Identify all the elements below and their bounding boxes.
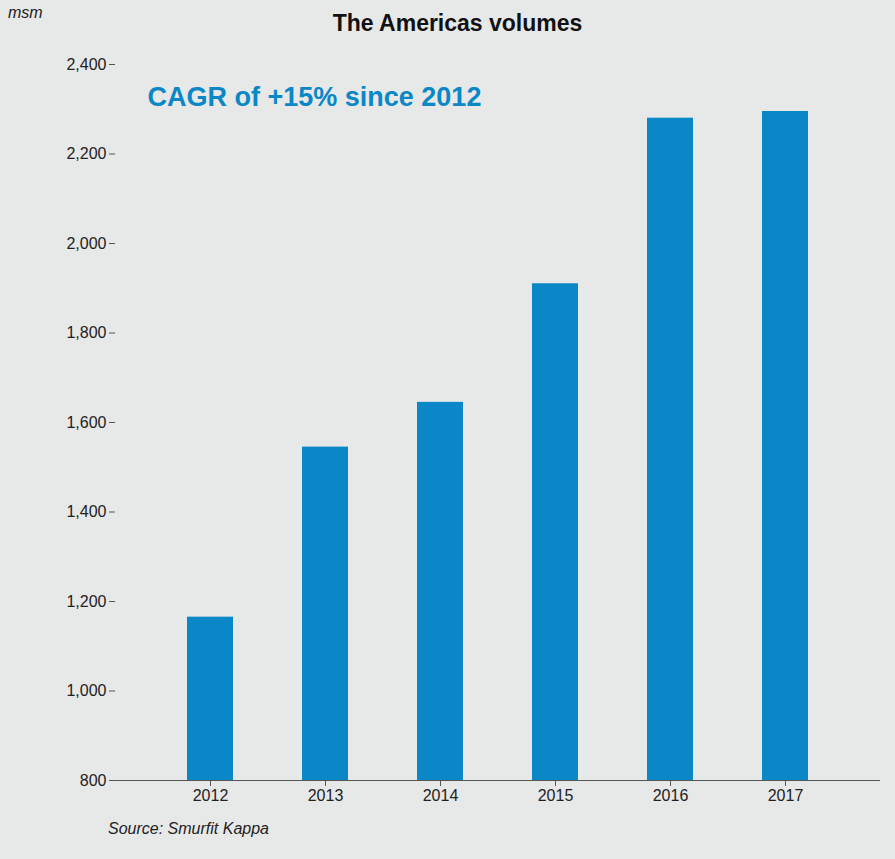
svg-text:2015: 2015 [538,787,574,804]
svg-text:2014: 2014 [423,787,459,804]
svg-text:1,000: 1,000 [66,682,106,699]
svg-text:CAGR of +15% since 2012: CAGR of +15% since 2012 [148,82,482,112]
html-text:msm: msm [8,4,43,21]
svg-text:2,000: 2,000 [66,235,106,252]
svg-text:2017: 2017 [768,787,804,804]
svg-text:800: 800 [80,772,107,789]
svg-text:2,400: 2,400 [66,56,106,73]
svg-text:1,600: 1,600 [66,414,106,431]
svg-text:1,800: 1,800 [66,324,106,341]
svg-text:2,200: 2,200 [66,145,106,162]
svg-text:2016: 2016 [653,787,689,804]
svg-text:2012: 2012 [193,787,229,804]
svg-text:1,200: 1,200 [66,593,106,610]
html-text:Source: Smurfit Kappa: Source: Smurfit Kappa [108,820,269,837]
html-text:The Americas volumes: The Americas volumes [332,10,583,36]
svg-text:1,400: 1,400 [66,503,106,520]
svg-text:2013: 2013 [308,787,344,804]
